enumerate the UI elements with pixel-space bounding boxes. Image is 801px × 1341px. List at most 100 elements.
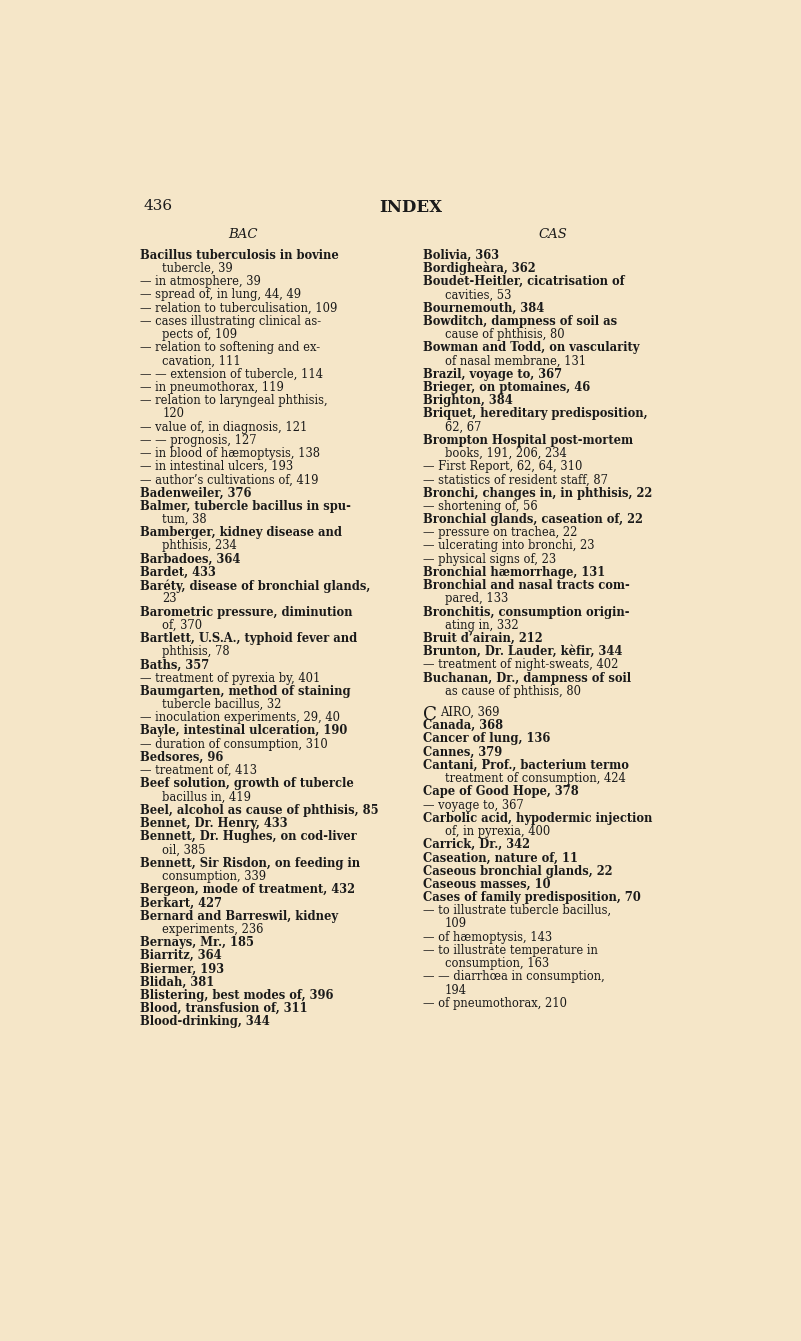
Text: Bacillus tuberculosis in bovine: Bacillus tuberculosis in bovine bbox=[140, 248, 340, 261]
Text: Brunton, Dr. Lauder, kèfir, 344: Brunton, Dr. Lauder, kèfir, 344 bbox=[423, 645, 622, 658]
Text: Bernays, Mr., 185: Bernays, Mr., 185 bbox=[140, 936, 255, 949]
Text: Bronchial glands, caseation of, 22: Bronchial glands, caseation of, 22 bbox=[423, 514, 643, 526]
Text: Berkart, 427: Berkart, 427 bbox=[140, 896, 223, 909]
Text: — voyage to, 367: — voyage to, 367 bbox=[423, 798, 524, 811]
Text: cavities, 53: cavities, 53 bbox=[445, 288, 511, 302]
Text: Brompton Hospital post-mortem: Brompton Hospital post-mortem bbox=[423, 433, 633, 447]
Text: Blood-drinking, 344: Blood-drinking, 344 bbox=[140, 1015, 270, 1029]
Text: — in atmosphere, 39: — in atmosphere, 39 bbox=[140, 275, 261, 288]
Text: of, 370: of, 370 bbox=[162, 618, 203, 632]
Text: oil, 385: oil, 385 bbox=[162, 843, 206, 857]
Text: — — prognosis, 127: — — prognosis, 127 bbox=[140, 433, 257, 447]
Text: Bennett, Dr. Hughes, on cod-liver: Bennett, Dr. Hughes, on cod-liver bbox=[140, 830, 357, 843]
Text: pects of, 109: pects of, 109 bbox=[162, 329, 237, 341]
Text: cavation, 111: cavation, 111 bbox=[162, 354, 241, 367]
Text: — shortening of, 56: — shortening of, 56 bbox=[423, 500, 537, 512]
Text: Baréty, disease of bronchial glands,: Baréty, disease of bronchial glands, bbox=[140, 579, 371, 593]
Text: Caseous masses, 10: Caseous masses, 10 bbox=[423, 878, 550, 890]
Text: Cancer of lung, 136: Cancer of lung, 136 bbox=[423, 732, 550, 746]
Text: bacillus in, 419: bacillus in, 419 bbox=[162, 791, 252, 803]
Text: — relation to softening and ex-: — relation to softening and ex- bbox=[140, 341, 320, 354]
Text: Cannes, 379: Cannes, 379 bbox=[423, 746, 502, 759]
Text: Bronchi, changes in, in phthisis, 22: Bronchi, changes in, in phthisis, 22 bbox=[423, 487, 652, 500]
Text: Beel, alcohol as cause of phthisis, 85: Beel, alcohol as cause of phthisis, 85 bbox=[140, 803, 379, 817]
Text: Bordigheàra, 362: Bordigheàra, 362 bbox=[423, 261, 536, 275]
Text: cause of phthisis, 80: cause of phthisis, 80 bbox=[445, 329, 564, 341]
Text: experiments, 236: experiments, 236 bbox=[162, 923, 264, 936]
Text: tum, 38: tum, 38 bbox=[162, 514, 207, 526]
Text: tubercle, 39: tubercle, 39 bbox=[162, 261, 233, 275]
Text: 109: 109 bbox=[445, 917, 467, 931]
Text: — to illustrate tubercle bacillus,: — to illustrate tubercle bacillus, bbox=[423, 904, 611, 917]
Text: Blidah, 381: Blidah, 381 bbox=[140, 976, 215, 988]
Text: Bronchitis, consumption origin-: Bronchitis, consumption origin- bbox=[423, 606, 630, 618]
Text: BAC: BAC bbox=[228, 228, 258, 241]
Text: Biarritz, 364: Biarritz, 364 bbox=[140, 949, 222, 963]
Text: Bournemouth, 384: Bournemouth, 384 bbox=[423, 302, 544, 315]
Text: Bruit d’airain, 212: Bruit d’airain, 212 bbox=[423, 632, 542, 645]
Text: Bowman and Todd, on vascularity: Bowman and Todd, on vascularity bbox=[423, 341, 639, 354]
Text: consumption, 339: consumption, 339 bbox=[162, 870, 266, 882]
Text: Bowditch, dampness of soil as: Bowditch, dampness of soil as bbox=[423, 315, 617, 327]
Text: Biermer, 193: Biermer, 193 bbox=[140, 963, 224, 975]
Text: Balmer, tubercle bacillus in spu-: Balmer, tubercle bacillus in spu- bbox=[140, 500, 352, 512]
Text: Blood, transfusion of, 311: Blood, transfusion of, 311 bbox=[140, 1002, 308, 1015]
Text: — treatment of pyrexia by, 401: — treatment of pyrexia by, 401 bbox=[140, 672, 321, 685]
Text: treatment of consumption, 424: treatment of consumption, 424 bbox=[445, 772, 626, 784]
Text: Barbadoes, 364: Barbadoes, 364 bbox=[140, 552, 241, 566]
Text: — of hæmoptysis, 143: — of hæmoptysis, 143 bbox=[423, 931, 552, 944]
Text: Bardet, 433: Bardet, 433 bbox=[140, 566, 216, 579]
Text: Boudet-Heitler, cicatrisation of: Boudet-Heitler, cicatrisation of bbox=[423, 275, 625, 288]
Text: of nasal membrane, 131: of nasal membrane, 131 bbox=[445, 354, 586, 367]
Text: Bronchial hæmorrhage, 131: Bronchial hæmorrhage, 131 bbox=[423, 566, 606, 579]
Text: Carrick, Dr., 342: Carrick, Dr., 342 bbox=[423, 838, 530, 852]
Text: Baths, 357: Baths, 357 bbox=[140, 658, 210, 672]
Text: Briquet, hereditary predisposition,: Briquet, hereditary predisposition, bbox=[423, 408, 647, 420]
Text: Bennett, Sir Risdon, on feeding in: Bennett, Sir Risdon, on feeding in bbox=[140, 857, 360, 870]
Text: — to illustrate temperature in: — to illustrate temperature in bbox=[423, 944, 598, 957]
Text: consumption, 163: consumption, 163 bbox=[445, 957, 549, 970]
Text: — ulcerating into bronchi, 23: — ulcerating into bronchi, 23 bbox=[423, 539, 594, 552]
Text: Carbolic acid, hypodermic injection: Carbolic acid, hypodermic injection bbox=[423, 811, 652, 825]
Text: Bartlett, U.S.A., typhoid fever and: Bartlett, U.S.A., typhoid fever and bbox=[140, 632, 358, 645]
Text: — statistics of resident staff, 87: — statistics of resident staff, 87 bbox=[423, 473, 608, 487]
Text: — pressure on trachea, 22: — pressure on trachea, 22 bbox=[423, 526, 578, 539]
Text: — — extension of tubercle, 114: — — extension of tubercle, 114 bbox=[140, 367, 324, 381]
Text: Bennet, Dr. Henry, 433: Bennet, Dr. Henry, 433 bbox=[140, 817, 288, 830]
Text: — physical signs of, 23: — physical signs of, 23 bbox=[423, 552, 556, 566]
Text: 62, 67: 62, 67 bbox=[445, 421, 481, 433]
Text: phthisis, 78: phthisis, 78 bbox=[162, 645, 230, 658]
Text: — treatment of night-sweats, 402: — treatment of night-sweats, 402 bbox=[423, 658, 618, 672]
Text: Cape of Good Hope, 378: Cape of Good Hope, 378 bbox=[423, 786, 578, 798]
Text: — of pneumothorax, 210: — of pneumothorax, 210 bbox=[423, 996, 567, 1010]
Text: Bayle, intestinal ulceration, 190: Bayle, intestinal ulceration, 190 bbox=[140, 724, 348, 738]
Text: as cause of phthisis, 80: as cause of phthisis, 80 bbox=[445, 685, 581, 697]
Text: Barometric pressure, diminution: Barometric pressure, diminution bbox=[140, 606, 353, 618]
Text: Caseous bronchial glands, 22: Caseous bronchial glands, 22 bbox=[423, 865, 613, 877]
Text: — — diarrhœa in consumption,: — — diarrhœa in consumption, bbox=[423, 971, 605, 983]
Text: Canada, 368: Canada, 368 bbox=[423, 719, 503, 732]
Text: Brieger, on ptomaines, 46: Brieger, on ptomaines, 46 bbox=[423, 381, 590, 394]
Text: pared, 133: pared, 133 bbox=[445, 593, 508, 605]
Text: CAS: CAS bbox=[539, 228, 568, 241]
Text: Blistering, best modes of, 396: Blistering, best modes of, 396 bbox=[140, 988, 334, 1002]
Text: Bernard and Barreswil, kidney: Bernard and Barreswil, kidney bbox=[140, 909, 339, 923]
Text: 23: 23 bbox=[162, 593, 177, 605]
Text: Badenweiler, 376: Badenweiler, 376 bbox=[140, 487, 252, 500]
Text: C: C bbox=[423, 705, 437, 724]
Text: AIRO, 369: AIRO, 369 bbox=[441, 705, 500, 719]
Text: ating in, 332: ating in, 332 bbox=[445, 618, 518, 632]
Text: tubercle bacillus, 32: tubercle bacillus, 32 bbox=[162, 699, 282, 711]
Text: of, in pyrexia, 400: of, in pyrexia, 400 bbox=[445, 825, 550, 838]
Text: Cantani, Prof., bacterium termo: Cantani, Prof., bacterium termo bbox=[423, 759, 629, 772]
Text: — spread of, in lung, 44, 49: — spread of, in lung, 44, 49 bbox=[140, 288, 302, 302]
Text: — cases illustrating clinical as-: — cases illustrating clinical as- bbox=[140, 315, 321, 327]
Text: Bamberger, kidney disease and: Bamberger, kidney disease and bbox=[140, 526, 343, 539]
Text: 194: 194 bbox=[445, 983, 467, 996]
Text: 120: 120 bbox=[162, 408, 184, 420]
Text: — duration of consumption, 310: — duration of consumption, 310 bbox=[140, 738, 328, 751]
Text: Caseation, nature of, 11: Caseation, nature of, 11 bbox=[423, 852, 578, 865]
Text: Brazil, voyage to, 367: Brazil, voyage to, 367 bbox=[423, 367, 562, 381]
Text: Bronchial and nasal tracts com-: Bronchial and nasal tracts com- bbox=[423, 579, 630, 593]
Text: Beef solution, growth of tubercle: Beef solution, growth of tubercle bbox=[140, 778, 354, 790]
